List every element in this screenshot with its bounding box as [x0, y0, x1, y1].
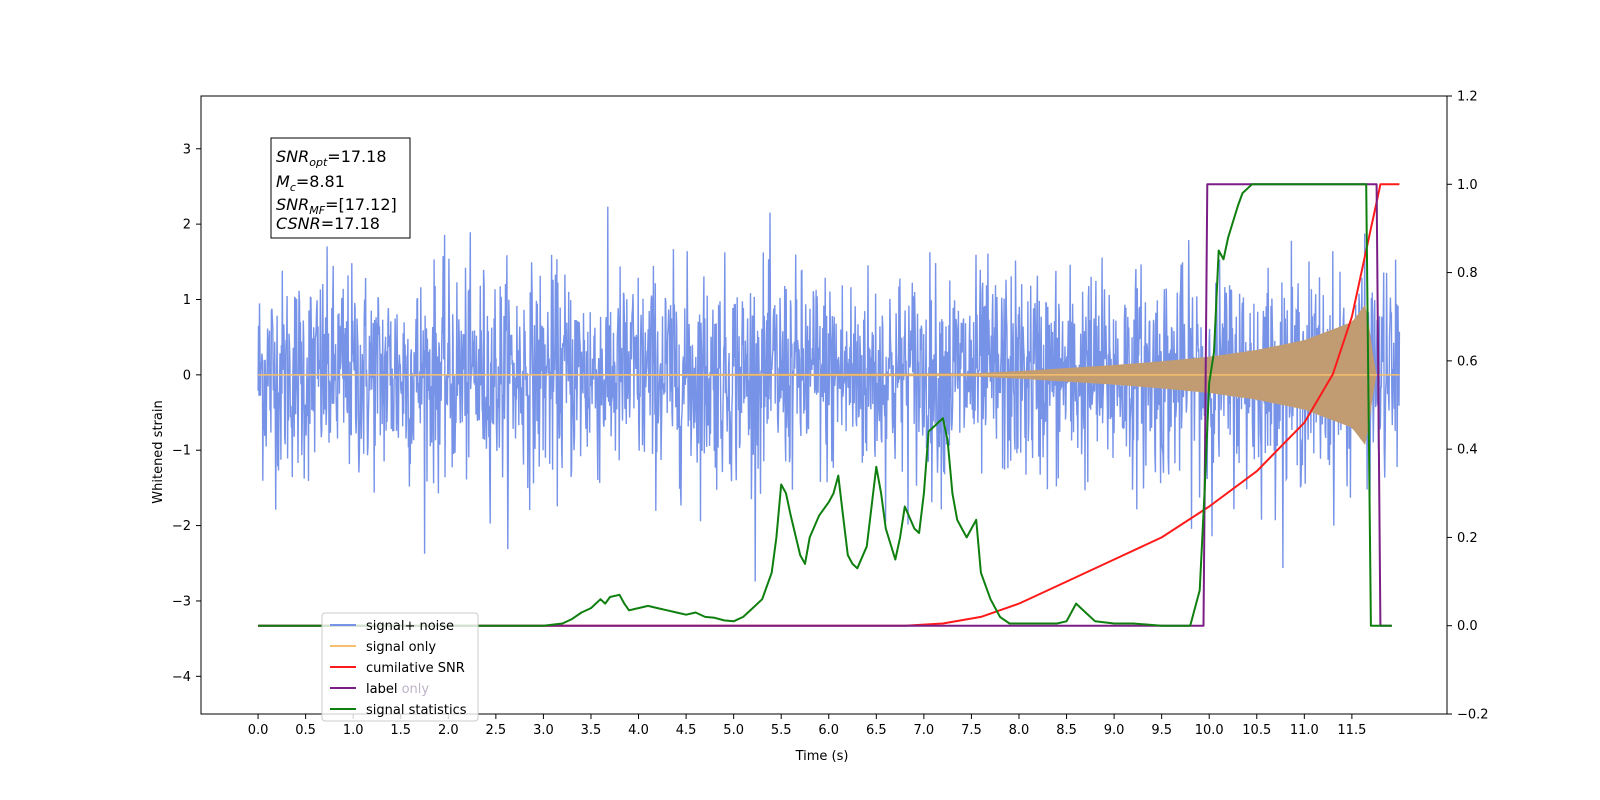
- y-axis-label: Whitened strain: [151, 400, 166, 503]
- y-right-tick-label: 0.2: [1457, 531, 1478, 546]
- y-right-tick-label: 0.0: [1457, 619, 1478, 634]
- x-tick-label: 5.5: [771, 723, 792, 738]
- series-signal-statistics-line: [258, 183, 1392, 627]
- axes-frame: [200, 95, 1448, 715]
- x-tick-label: 11.0: [1290, 723, 1319, 738]
- legend-label-signal-statistics: signal statistics: [366, 703, 467, 718]
- x-tick-label: 4.5: [676, 723, 697, 738]
- x-tick-label: 9.5: [1151, 723, 1172, 738]
- legend-label-signal-noise: signal+ noise: [366, 619, 454, 634]
- legend-entry-signal-only: signal only: [330, 640, 436, 655]
- x-tick-label: 2.5: [486, 723, 507, 738]
- legend-entry-label-only: label only: [366, 682, 429, 697]
- legend-entry-cumulative-snr: cumilative SNR: [330, 661, 465, 676]
- x-tick-label: 4.0: [628, 723, 649, 738]
- x-tick-label: 10.0: [1195, 723, 1224, 738]
- x-tick-label: 5.0: [723, 723, 744, 738]
- y-left-tick-label: −4: [172, 670, 191, 685]
- x-tick-label: 3.5: [581, 723, 602, 738]
- legend-frame: [321, 612, 479, 722]
- x-tick-label: 0.0: [248, 723, 269, 738]
- x-tick-label: 7.0: [914, 723, 935, 738]
- x-tick-label: 11.5: [1337, 723, 1366, 738]
- x-tick-label: 3.0: [533, 723, 554, 738]
- y-left-tick-label: −1: [172, 444, 191, 459]
- legend: signal+ noise signal only cumilative SNR…: [321, 612, 479, 722]
- x-tick-label: 9.0: [1104, 723, 1125, 738]
- x-axis-label: Time (s): [795, 749, 849, 764]
- x-tick-label: 10.5: [1242, 723, 1271, 738]
- annotation-line-snr-mf: SNRMF=[17.12]: [276, 195, 397, 217]
- y-left-tick-label: 2: [183, 218, 191, 233]
- y-right-tick-label: 1.2: [1457, 90, 1478, 105]
- x-tick-label: 2.0: [438, 723, 459, 738]
- annotation-line-mc: Mc=8.81: [276, 172, 345, 194]
- series-signal-noise-line: [257, 206, 1401, 582]
- y-left-tick-label: −3: [172, 594, 191, 609]
- y-right-tick-label: 0.8: [1457, 266, 1478, 281]
- y-right-tick-label: 1.0: [1457, 178, 1478, 193]
- plot-area: 0.0 0.5 1.0 1.5 2.0 2.5 3.0 3.5 4.0 4.5 5.0 5.5 6.0 6…: [172, 90, 1489, 739]
- x-tick-label: 1.5: [390, 723, 411, 738]
- legend-label-label-only: label only: [366, 682, 429, 697]
- x-tick-label: 6.5: [866, 723, 887, 738]
- annotation-frame: [270, 137, 411, 239]
- y-left-tick-label: 3: [183, 142, 191, 157]
- annotation-box: SNRopt=17.18 Mc=8.81 SNRMF=[17.12] CSNR=…: [270, 137, 411, 239]
- x-tick-label: 8.0: [1009, 723, 1030, 738]
- y-right-tick-label: 0.6: [1457, 354, 1478, 369]
- legend-entry-signal-noise: signal+ noise: [330, 619, 454, 634]
- legend-label-cumulative-snr: cumilative SNR: [366, 661, 465, 676]
- annotation-line-csnr: CSNR=17.18: [276, 214, 380, 233]
- x-tick-label: 8.5: [1056, 723, 1077, 738]
- series-cumulative-snr-line: [258, 183, 1400, 627]
- legend-label-label: label: [366, 682, 397, 697]
- y-left-tick-label: −2: [172, 519, 191, 534]
- x-tick-label: 0.5: [295, 723, 316, 738]
- x-tick-label: 1.0: [343, 723, 364, 738]
- y-right-tick-label: −0.2: [1457, 708, 1489, 723]
- legend-entry-label: label: [330, 682, 397, 697]
- y-left-tick-label: 1: [183, 293, 191, 308]
- annotation-line-snr-opt: SNRopt=17.18: [276, 147, 387, 169]
- y-right-tick-label: 0.4: [1457, 443, 1478, 458]
- x-tick-label: 7.5: [961, 723, 982, 738]
- y-left-tick-label: 0: [183, 368, 191, 383]
- x-tick-label: 6.0: [818, 723, 839, 738]
- legend-entry-signal-statistics: signal statistics: [330, 703, 467, 718]
- legend-label-signal-only: signal only: [366, 640, 436, 655]
- data-layer: [257, 183, 1401, 627]
